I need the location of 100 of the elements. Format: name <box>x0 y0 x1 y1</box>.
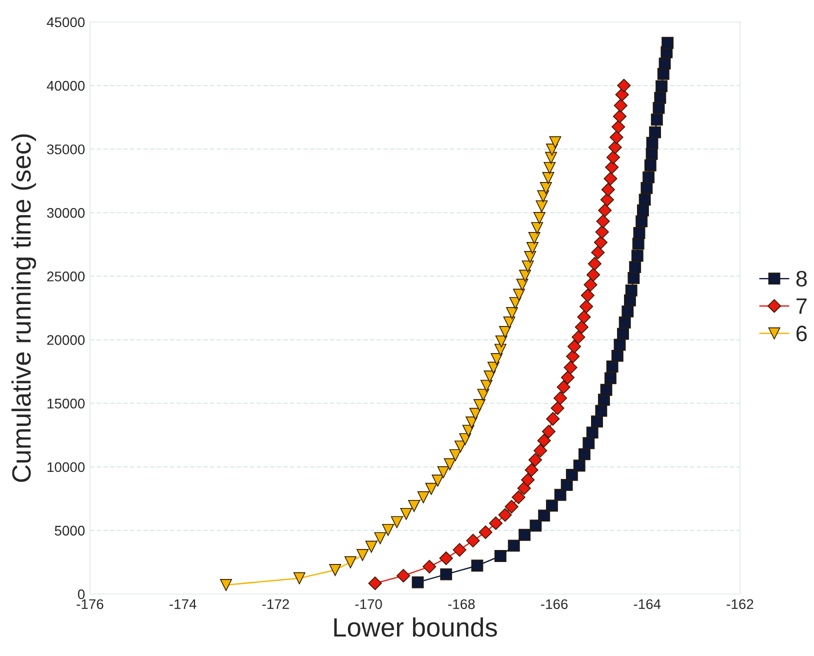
point <box>560 478 573 491</box>
point <box>506 307 518 320</box>
point <box>474 399 486 412</box>
point <box>499 326 512 338</box>
point <box>540 182 552 194</box>
point <box>487 362 500 374</box>
point <box>530 520 542 532</box>
point <box>368 576 382 590</box>
point <box>628 272 640 284</box>
point <box>606 360 618 372</box>
point <box>574 320 588 334</box>
point <box>526 242 538 254</box>
point <box>572 330 586 344</box>
point <box>452 543 466 557</box>
point <box>644 159 656 172</box>
point <box>504 500 518 514</box>
point <box>591 416 603 428</box>
point <box>439 551 453 566</box>
y-tick-label: 20000 <box>47 335 85 345</box>
point <box>625 284 638 296</box>
point <box>412 576 424 588</box>
point <box>220 579 232 591</box>
point <box>293 572 306 584</box>
point <box>586 426 598 439</box>
point <box>382 524 394 536</box>
point <box>522 260 534 272</box>
point <box>478 525 492 540</box>
point <box>595 404 608 417</box>
point <box>638 194 651 206</box>
point <box>524 463 538 477</box>
x-tick-label: -162 <box>726 599 754 610</box>
point <box>554 391 568 405</box>
point <box>567 340 582 354</box>
y-tick-label: 40000 <box>46 80 85 91</box>
point <box>542 424 556 438</box>
point <box>605 160 619 174</box>
x-tick-label: -168 <box>448 599 475 610</box>
point <box>646 148 658 160</box>
point <box>437 466 450 478</box>
point <box>595 225 609 239</box>
point <box>528 453 542 467</box>
point <box>356 549 369 561</box>
point <box>582 437 595 450</box>
point <box>608 140 622 154</box>
x-tick-label: -172 <box>262 599 289 609</box>
point <box>422 560 436 574</box>
point <box>596 214 610 228</box>
y-tick-label: 5000 <box>54 526 85 536</box>
point <box>566 468 578 481</box>
point <box>584 278 598 292</box>
point <box>521 473 535 487</box>
point <box>544 162 556 174</box>
legend-label: 7 <box>796 298 807 314</box>
y-tick-label: 45000 <box>46 17 85 28</box>
point <box>396 568 410 582</box>
point <box>556 380 570 394</box>
point <box>488 516 503 530</box>
point <box>650 114 663 126</box>
point <box>542 172 554 184</box>
point <box>550 401 564 415</box>
point <box>469 408 482 420</box>
point <box>425 482 438 495</box>
legend-label: 8 <box>796 270 807 287</box>
point <box>617 78 631 92</box>
point <box>390 516 403 528</box>
point <box>466 534 480 548</box>
point <box>518 528 531 541</box>
point <box>633 227 646 239</box>
point <box>546 500 558 512</box>
point <box>604 172 618 186</box>
point <box>329 564 342 576</box>
point <box>344 556 356 568</box>
point <box>632 238 644 250</box>
point <box>606 150 620 164</box>
point <box>549 136 562 148</box>
legend-label: 6 <box>796 326 807 342</box>
point <box>617 328 629 340</box>
point <box>400 508 412 520</box>
point <box>534 444 548 458</box>
y-tick-label: 10000 <box>48 462 85 472</box>
point <box>454 440 466 453</box>
point <box>538 510 550 522</box>
point <box>365 540 378 553</box>
y-tick-label: 0 <box>78 589 85 600</box>
point <box>554 488 566 501</box>
point <box>374 532 386 544</box>
point <box>649 126 662 138</box>
point <box>604 372 616 384</box>
point <box>594 236 608 250</box>
point <box>512 490 526 504</box>
point <box>477 388 490 401</box>
point <box>611 350 624 362</box>
y-tick-label: 25000 <box>47 272 85 282</box>
point <box>629 261 642 274</box>
point <box>490 353 503 366</box>
point <box>598 204 612 218</box>
point <box>577 310 591 324</box>
point <box>640 182 653 194</box>
point <box>513 288 525 301</box>
point <box>618 316 631 328</box>
